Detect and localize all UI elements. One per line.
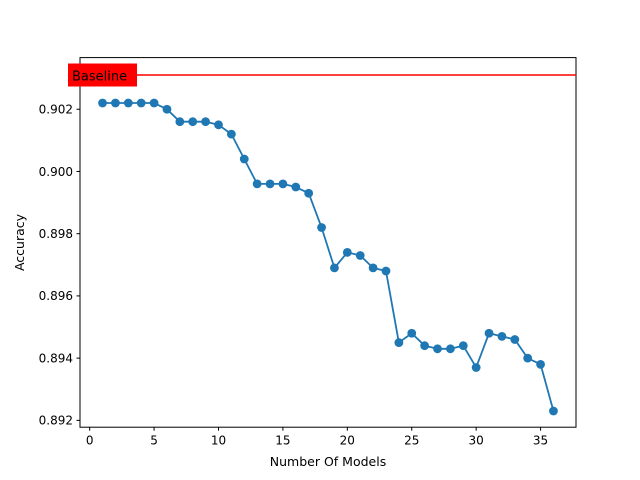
data-point (162, 104, 172, 114)
data-point (471, 363, 481, 372)
data-point (123, 98, 133, 108)
data-point (214, 120, 223, 130)
data-point (368, 263, 378, 273)
x-axis-label: Number Of Models (270, 454, 386, 469)
data-point (484, 328, 494, 338)
x-tick-label: 20 (340, 434, 355, 448)
data-point (523, 353, 533, 363)
x-tick-label: 15 (275, 434, 290, 448)
data-point (175, 117, 185, 127)
data-point (355, 251, 365, 260)
data-point (226, 129, 236, 139)
y-tick-label: 0.892 (39, 414, 73, 428)
data-point (317, 223, 326, 232)
data-point (394, 338, 404, 347)
y-tick-label: 0.900 (39, 165, 73, 179)
x-tick-label: 30 (469, 434, 484, 448)
data-point (252, 179, 262, 189)
data-point (201, 117, 211, 127)
data-point (188, 117, 198, 127)
data-point (111, 98, 120, 108)
data-point (458, 341, 468, 351)
data-point (445, 344, 455, 354)
baseline-label: Baseline (72, 70, 127, 85)
x-tick-label: 10 (211, 434, 226, 448)
data-point (304, 188, 314, 198)
data-point (510, 335, 520, 344)
x-tick-label: 35 (533, 434, 548, 448)
data-point (291, 182, 301, 192)
y-tick-label: 0.896 (39, 289, 73, 303)
x-tick-label: 25 (404, 434, 419, 448)
data-point (536, 359, 545, 369)
data-point (407, 328, 417, 338)
data-point (433, 344, 442, 354)
x-tick-label: 0 (86, 434, 94, 448)
data-point (497, 331, 507, 341)
y-tick-label: 0.898 (39, 227, 73, 241)
data-point (330, 263, 339, 273)
data-point (549, 406, 558, 416)
data-point (149, 98, 159, 108)
data-point (136, 98, 146, 108)
plot-border (79, 57, 577, 428)
data-point (98, 98, 107, 108)
data-point (342, 247, 352, 257)
x-tick-label: 5 (150, 434, 158, 448)
data-point (381, 266, 391, 276)
data-point (265, 179, 275, 189)
data-point (420, 341, 430, 351)
series-line (102, 102, 555, 412)
y-tick-label: 0.894 (39, 351, 73, 365)
data-point (278, 179, 288, 189)
y-axis-label: Accuracy (12, 213, 27, 271)
baseline-label-box (68, 63, 137, 87)
y-tick-label: 0.902 (39, 103, 73, 117)
data-point (239, 154, 249, 164)
